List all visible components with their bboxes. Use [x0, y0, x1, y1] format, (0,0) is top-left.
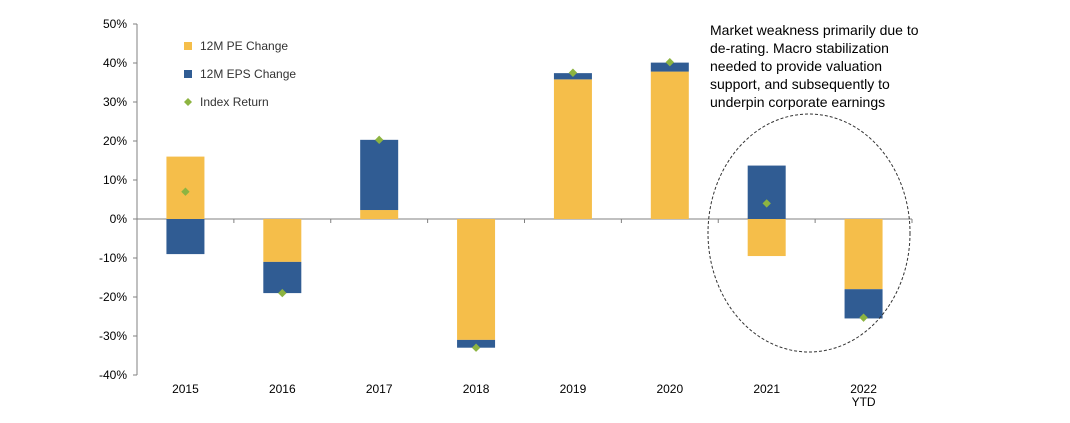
highlight-ellipse [707, 113, 911, 353]
y-tick-label: 50% [103, 17, 127, 31]
x-tick-label: 2015 [172, 382, 199, 396]
y-tick-label: -40% [99, 368, 127, 382]
x-tick-label: 2022 YTD [850, 382, 877, 409]
index-return-marker [762, 199, 771, 208]
legend-swatch [184, 42, 192, 50]
index-return-marker [665, 58, 675, 67]
bar-12m-eps-change [263, 261, 302, 294]
x-tick-label: 2019 [560, 382, 587, 396]
annotation-text: Market weakness primarily due to de-rati… [710, 22, 919, 110]
index-return-marker [568, 68, 578, 77]
x-tick-label: 2017 [366, 382, 393, 396]
markers-layer [181, 58, 868, 352]
legend: 12M PE Change 12M EPS Change Index Return [184, 39, 296, 109]
y-tick-label: -20% [99, 290, 127, 304]
index-return-marker [374, 135, 384, 145]
bar-12m-pe-change [553, 79, 592, 219]
legend-label: Index Return [200, 95, 269, 109]
y-axis: -40% -30% -20% -10% 0% 10% 20% 30% 40% 50% [99, 17, 138, 382]
y-tick-label: 30% [103, 95, 127, 109]
y-tick-label: 40% [103, 56, 127, 70]
legend-swatch [184, 98, 192, 106]
legend-label: 12M EPS Change [200, 67, 296, 81]
bar-12m-pe-change [844, 219, 883, 290]
bar-12m-eps-change [747, 165, 786, 219]
bar-12m-pe-change [747, 219, 786, 257]
x-tick-label: 2016 [269, 382, 296, 396]
legend-label: 12M PE Change [200, 39, 288, 53]
y-tick-label: -10% [99, 251, 127, 265]
bar-12m-eps-change [166, 219, 205, 255]
y-tick-label: 20% [103, 134, 127, 148]
x-tick-label: 2018 [463, 382, 490, 396]
x-axis [136, 218, 913, 223]
bars-layer [166, 62, 883, 348]
y-tick-label: 0% [110, 212, 128, 226]
x-axis-labels: 2015 2016 2017 2018 2019 2020 2021 2022 YTD [172, 382, 877, 409]
index-return-marker [471, 343, 481, 352]
y-tick-label: -30% [99, 329, 127, 343]
bar-12m-pe-change [263, 219, 302, 262]
bar-12m-pe-change [360, 210, 399, 219]
x-tick-label: 2021 [753, 382, 780, 396]
legend-swatch [184, 70, 192, 78]
x-tick-label: 2020 [656, 382, 683, 396]
index-return-marker [278, 288, 287, 298]
index-return-marker [181, 187, 190, 196]
index-return-marker [859, 313, 868, 322]
y-tick-label: 10% [103, 173, 127, 187]
bar-12m-pe-change [457, 219, 496, 340]
bar-12m-eps-change [650, 62, 689, 72]
bar-12m-pe-change [650, 71, 689, 219]
bar-12m-eps-change [360, 139, 399, 211]
